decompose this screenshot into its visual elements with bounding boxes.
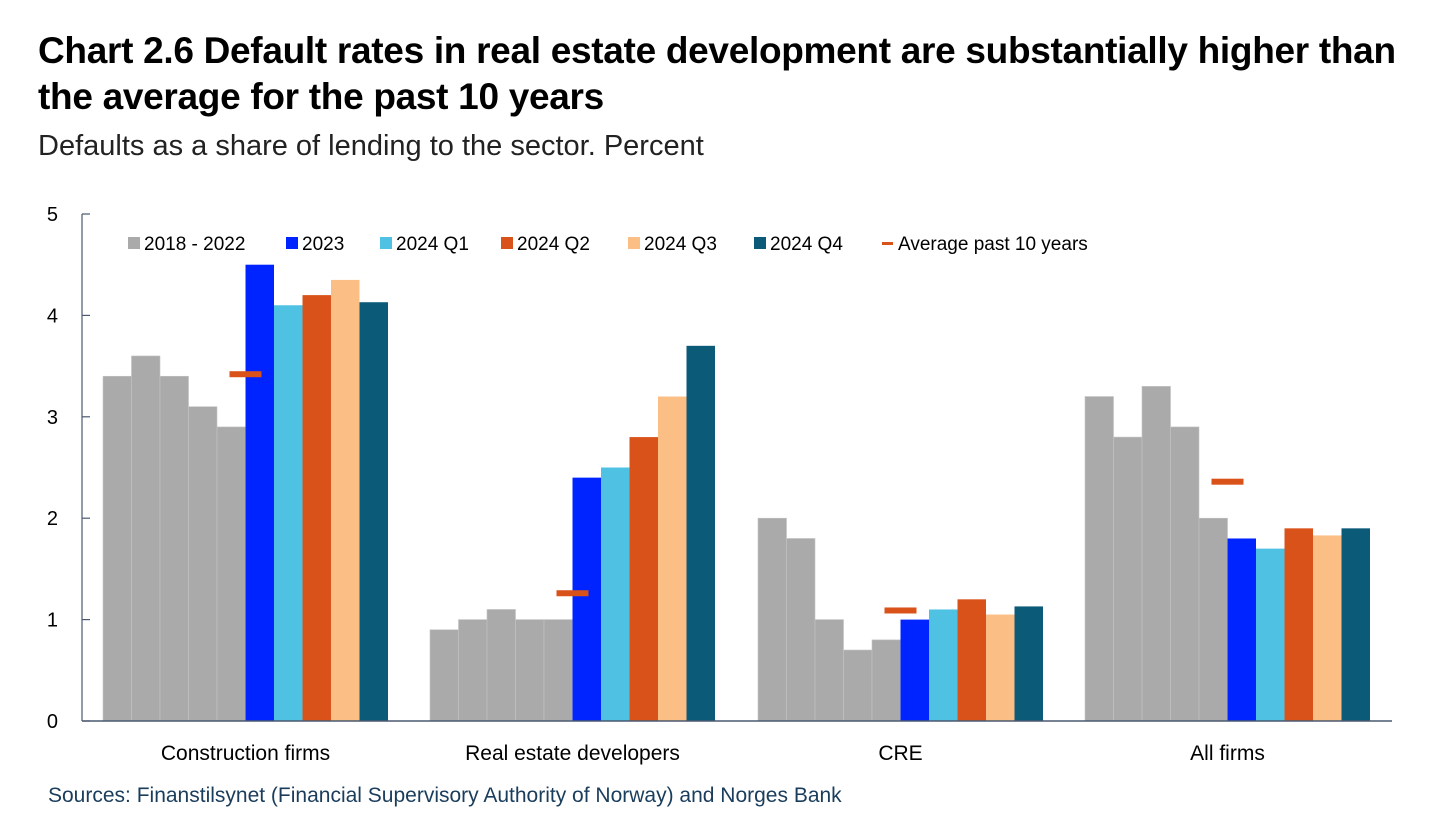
bar-2018---2022-0 [1084, 396, 1114, 722]
bar-2024-q1 [601, 467, 630, 721]
bar-2024-q2 [957, 599, 986, 721]
legend: 2018 - 2022 2023 2024 Q1 2024 Q2 2024 Q3 2024… [128, 234, 1088, 255]
bar-2018---2022-0 [102, 375, 132, 722]
legend-label: 2018 - 2022 [144, 234, 245, 255]
y-tick-label: 1 [47, 610, 58, 632]
bar-2024-q2 [302, 295, 331, 721]
y-tick-label: 2 [47, 508, 58, 530]
bar-2023 [1227, 538, 1256, 721]
legend-swatch [754, 237, 766, 249]
legend-swatch [380, 237, 392, 249]
bar-2018---2022-3 [188, 406, 218, 722]
legend-label: 2023 [302, 234, 344, 255]
bar-2018---2022-0 [429, 629, 459, 722]
bar-2024-q4 [359, 302, 388, 721]
bar-2018---2022-4 [543, 619, 573, 722]
bar-2018---2022-2 [486, 609, 516, 722]
average-marker [556, 590, 589, 597]
bar-2024-q3 [986, 614, 1015, 721]
average-marker [229, 371, 262, 378]
bar-2018---2022-4 [871, 639, 901, 722]
legend-label: 2024 Q3 [644, 234, 717, 255]
legend-label: Average past 10 years [898, 234, 1088, 255]
legend-item: 2023 [286, 234, 344, 255]
bar-2018---2022-1 [786, 538, 816, 722]
legend-item: 2024 Q2 [501, 234, 590, 255]
legend-item-average: Average past 10 years [882, 234, 1088, 255]
bar-2018---2022-3 [843, 649, 873, 722]
bar-2024-q1 [274, 305, 303, 721]
bar-2023 [900, 619, 929, 721]
y-tick-label: 4 [47, 305, 58, 327]
axes-layer: Construction firms Real estate developers… [47, 204, 1392, 765]
bar-2018---2022-1 [458, 619, 488, 722]
category-group-0 [102, 264, 388, 722]
bar-2018---2022-1 [1113, 436, 1143, 722]
bar-2024-q3 [658, 396, 687, 721]
y-tick-label: 3 [47, 407, 58, 429]
bar-2018---2022-2 [159, 375, 189, 722]
bar-2018---2022-2 [1141, 386, 1171, 722]
bar-2018---2022-3 [1170, 426, 1200, 722]
y-tick-label: 5 [47, 204, 58, 226]
bar-2024-q4 [686, 345, 715, 721]
legend-swatch [501, 237, 513, 249]
bars-layer [102, 264, 1370, 722]
legend-item: 2024 Q4 [754, 234, 843, 255]
legend-swatch [128, 237, 140, 249]
legend-label: 2024 Q1 [396, 234, 469, 255]
bar-2018---2022-4 [1198, 517, 1228, 722]
bar-2018---2022-0 [757, 517, 787, 722]
bar-2018---2022-4 [216, 426, 246, 722]
category-group-3 [1084, 386, 1370, 722]
legend-label: 2024 Q4 [770, 234, 843, 255]
bar-2023 [572, 477, 601, 721]
legend-label: 2024 Q2 [517, 234, 590, 255]
average-marker [1211, 478, 1244, 485]
bar-2024-q4 [1014, 606, 1043, 721]
source-note: Sources: Finanstilsynet (Financial Super… [48, 784, 842, 807]
average-marker [884, 607, 917, 614]
category-label: Real estate developers [465, 742, 680, 765]
bar-2024-q4 [1341, 528, 1370, 721]
legend-swatch [286, 237, 298, 249]
category-label: CRE [878, 742, 922, 765]
bar-2023 [245, 264, 274, 721]
category-label: Construction firms [161, 742, 330, 765]
category-group-1 [429, 345, 715, 722]
bar-2024-q3 [331, 279, 360, 721]
legend-swatch [628, 237, 640, 249]
bar-2024-q2 [629, 437, 658, 721]
bar-2024-q1 [1256, 548, 1285, 721]
legend-item: 2024 Q1 [380, 234, 469, 255]
bar-2018---2022-2 [814, 619, 844, 722]
legend-item: 2024 Q3 [628, 234, 717, 255]
chart-subtitle: Defaults as a share of lending to the se… [38, 130, 704, 162]
y-tick-label: 0 [47, 711, 58, 733]
bar-2018---2022-3 [515, 619, 545, 722]
bar-2018---2022-1 [131, 355, 161, 722]
bar-2024-q1 [929, 609, 958, 721]
chart-title: Chart 2.6 Default rates in real estate d… [38, 30, 1396, 117]
category-group-2 [757, 517, 1043, 722]
bar-2024-q2 [1284, 528, 1313, 721]
legend-swatch-average [882, 242, 893, 245]
legend-item: 2018 - 2022 [128, 234, 245, 255]
bar-2024-q3 [1313, 535, 1342, 721]
average-markers-layer [229, 371, 1244, 614]
category-label: All firms [1190, 742, 1265, 765]
